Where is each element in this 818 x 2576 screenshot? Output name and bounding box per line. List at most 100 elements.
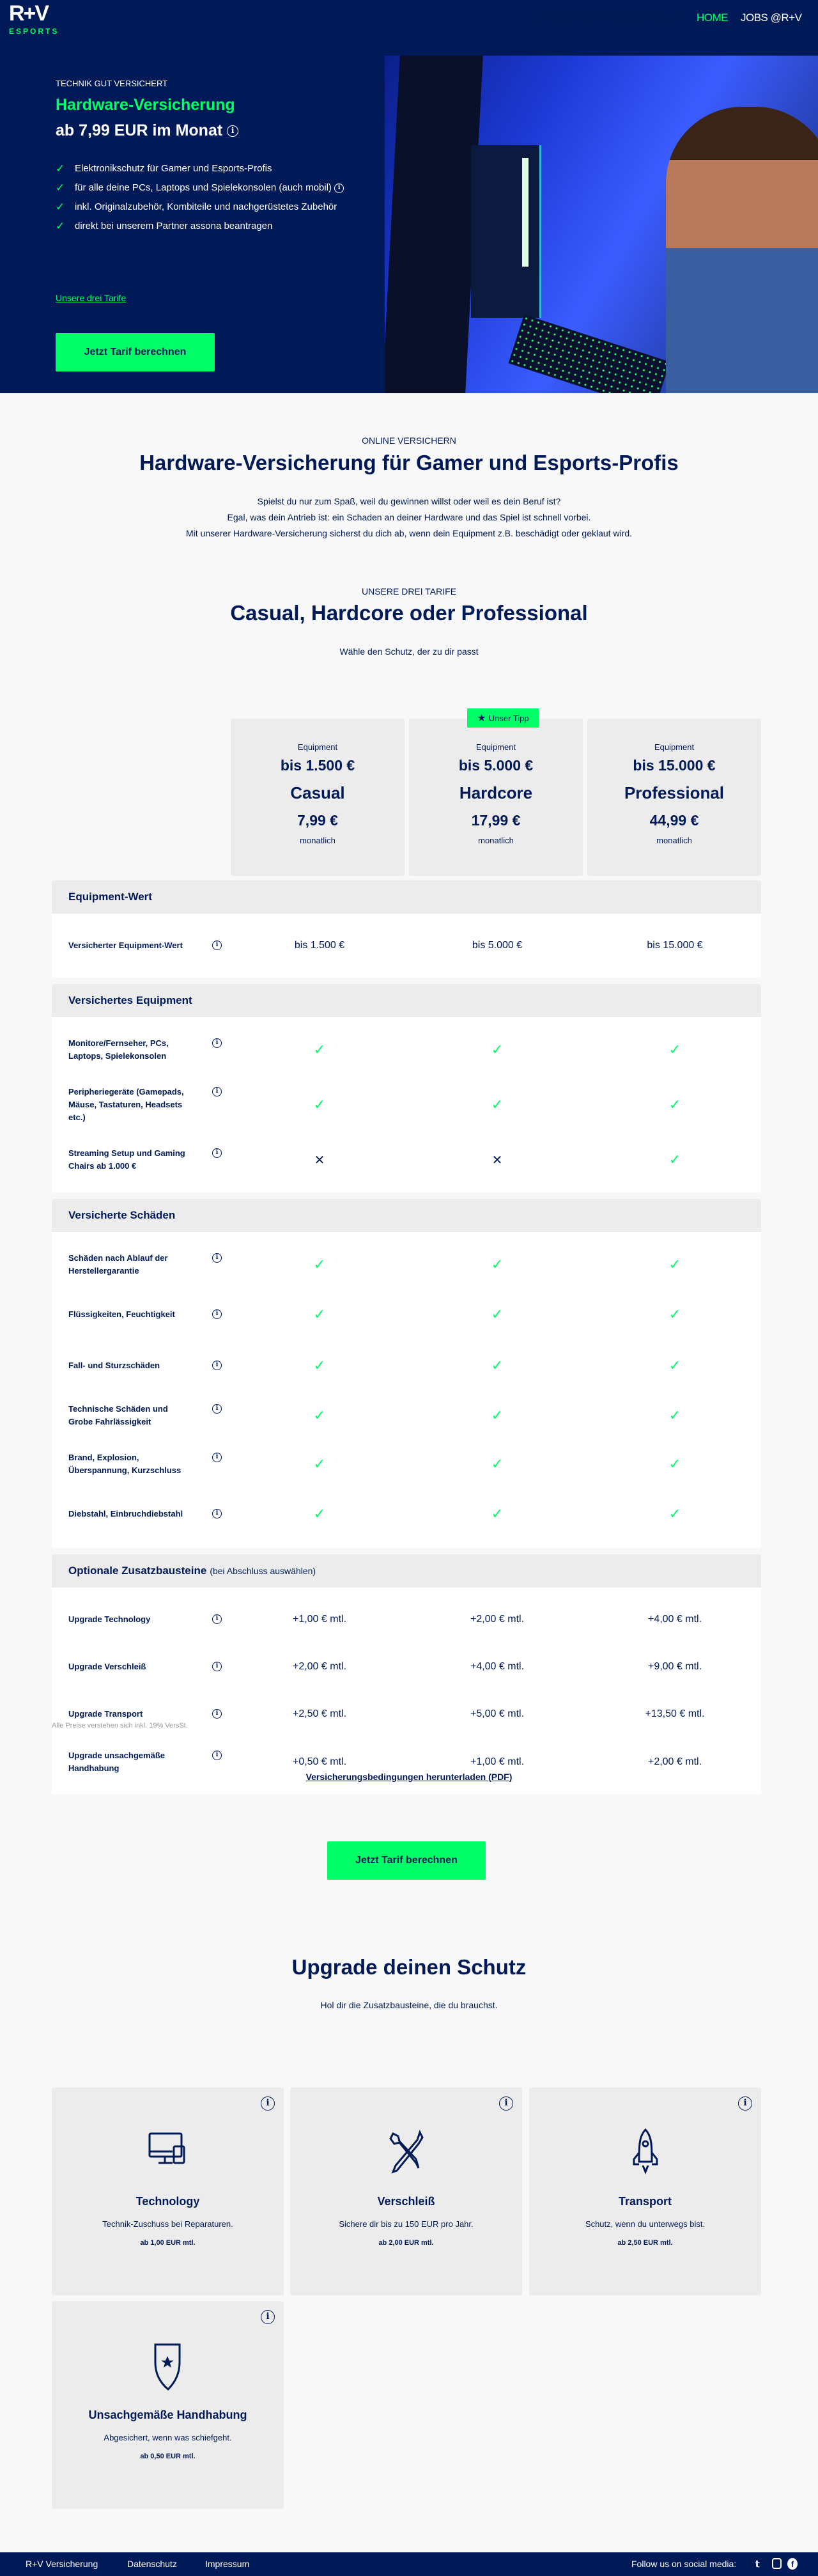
info-icon[interactable]: i (212, 1087, 222, 1097)
nav-jobs[interactable]: JOBS @R+V (741, 12, 802, 24)
table-row: Technische Schäden und Grobe Fahrlässigk… (52, 1391, 761, 1440)
table-row: Streaming Setup und Gaming Chairs ab 1.0… (52, 1136, 761, 1184)
check-icon: ✓ (491, 1097, 504, 1112)
row-label: Schäden nach Ablauf der Herstellergarant… (52, 1252, 231, 1277)
row-label-text: Streaming Setup und Gaming Chairs ab 1.0… (68, 1148, 185, 1171)
bullet-text: Elektronikschutz für Gamer und Esports-P… (75, 163, 272, 174)
hero-bullets: ✓ Elektronikschutz für Gamer und Esports-… (56, 161, 356, 238)
upgrade-card-transport[interactable]: i Transport Schutz, wenn du unterwegs bist… (529, 2088, 761, 2295)
info-icon[interactable]: i (212, 1453, 222, 1462)
upgrade-title: Technology (135, 2195, 200, 2208)
upgrade-price: ab 1,00 EUR mtl. (140, 2239, 196, 2247)
tariff-name: Casual (290, 783, 345, 802)
table-row: Upgrade Transport i +2,50 € mtl. +5,00 € mt… (52, 1690, 761, 1738)
table-row: Fall- und Sturzschäden i ✓ ✓ ✓ (52, 1340, 761, 1391)
upgrade-price: ab 2,50 EUR mtl. (617, 2239, 673, 2247)
pdf-download-link[interactable]: Versicherungsbedingungen herunterladen (… (0, 1772, 818, 1782)
table-group: Optionale Zusatzbausteine (bei Abschluss … (52, 1554, 761, 1795)
check-icon: ✓ (313, 1357, 326, 1373)
nav-hardware-versicherung[interactable]: HARDWARE-VERSICHERUNG (538, 12, 686, 24)
cross-icon: ✕ (314, 1153, 325, 1167)
intro-line: Egal, was dein Antrieb ist: ein Schaden … (227, 512, 591, 522)
check-icon: ✓ (56, 220, 65, 232)
pdf-link-text[interactable]: Versicherungsbedingungen herunterladen (… (305, 1772, 513, 1782)
tariff-period: monatlich (656, 836, 692, 845)
group-subtitle: (bei Abschluss auswählen) (210, 1566, 316, 1576)
row-label: Peripheriegeräte (Gamepads, Mäuse, Tasta… (52, 1086, 231, 1124)
calculate-tariff-button-2[interactable]: Jetzt Tarif berechnen (327, 1841, 486, 1880)
info-icon[interactable]: i (261, 2096, 275, 2111)
row-label-text: Schäden nach Ablauf der Herstellergarant… (68, 1253, 168, 1276)
check-icon: ✓ (668, 1306, 681, 1322)
bullet: ✓ inkl. Originalzubehör, Kombiteile und n… (56, 199, 356, 215)
row-value: +2,50 € mtl. (292, 1708, 347, 1719)
check-icon: ✓ (668, 1256, 681, 1272)
check-icon: ✓ (313, 1097, 326, 1112)
info-icon[interactable]: i (212, 1148, 222, 1158)
nav-home[interactable]: HOME (697, 12, 729, 24)
check-icon: ✓ (491, 1256, 504, 1272)
row-label-text: Upgrade Technology (68, 1614, 151, 1624)
tariff-card-hardcore[interactable]: Equipment bis 5.000 € Hardcore 17,99 € monat… (409, 719, 583, 876)
tariff-label: Equipment (654, 742, 695, 752)
info-icon[interactable]: i (212, 1662, 222, 1671)
info-icon[interactable]: i (212, 1614, 222, 1624)
upgrade-card-verschleiß[interactable]: i Verschleiß Sichere dir bis zu 150 EUR pr… (290, 2088, 522, 2295)
info-icon[interactable]: i (738, 2096, 752, 2111)
upgrade-desc: Technik-Zuschuss bei Reparaturen. (102, 2219, 233, 2229)
table-group: Equipment-Wert Versicherter Equipment-Wer… (52, 880, 761, 978)
info-icon[interactable]: i (212, 1751, 222, 1760)
tariff-limit: bis 15.000 € (633, 757, 716, 774)
tariff-label: Equipment (297, 742, 338, 752)
star-icon: ★ (477, 713, 486, 724)
footer-link-datenschutz[interactable]: Datenschutz (127, 2559, 177, 2569)
row-label: Streaming Setup und Gaming Chairs ab 1.0… (52, 1147, 231, 1173)
info-icon[interactable]: i (212, 941, 222, 950)
info-icon[interactable]: i (227, 125, 239, 137)
info-icon[interactable]: i (499, 2096, 513, 2111)
check-icon: ✓ (313, 1306, 326, 1322)
facebook-icon[interactable]: f (787, 2558, 798, 2570)
info-icon[interactable]: i (212, 1709, 222, 1719)
upgrade-title: Unsachgemäße Handhabung (88, 2408, 247, 2421)
row-value: +2,00 € mtl. (647, 1756, 702, 1767)
info-icon[interactable]: i (212, 1404, 222, 1414)
tariff-period: monatlich (478, 836, 514, 845)
tariff-card-professional[interactable]: Equipment bis 15.000 € Professional 44,99 €… (587, 719, 761, 876)
tariff-card-casual[interactable]: Equipment bis 1.500 € Casual 7,99 € monatlic… (231, 719, 405, 876)
info-icon[interactable]: i (212, 1509, 222, 1518)
badge-text: Unser Tipp (488, 713, 529, 723)
bullet-text: für alle deine PCs, Laptops und Spieleko… (75, 182, 332, 193)
comparison-table: Equipment-Wert Versicherter Equipment-Wer… (52, 880, 761, 1801)
table-group: Versicherte Schäden Schäden nach Ablauf d… (52, 1199, 761, 1548)
row-value: +2,00 € mtl. (292, 1661, 347, 1672)
info-icon[interactable]: i (212, 1253, 222, 1263)
check-icon: ✓ (313, 1256, 326, 1272)
footer-link-impressum[interactable]: Impressum (205, 2559, 250, 2569)
tariff-period: monatlich (300, 836, 336, 845)
group-body: Schäden nach Ablauf der Herstellergarant… (52, 1232, 761, 1548)
upgrade-card-technology[interactable]: i Technology Technik-Zuschuss bei Reparatu… (52, 2088, 284, 2295)
info-icon[interactable]: i (212, 1309, 222, 1319)
twitter-icon[interactable]: 𝕥 (755, 2559, 760, 2569)
tariff-name: Hardcore (459, 783, 533, 802)
tariffs-link[interactable]: Unsere drei Tarife (56, 293, 127, 303)
footer-link-rv[interactable]: R+V Versicherung (26, 2559, 98, 2569)
row-value: +1,00 € mtl. (292, 1614, 347, 1625)
upgrades-subtitle: Hol dir die Zusatzbausteine, die du brau… (320, 2000, 498, 2010)
group-header: Versicherte Schäden (52, 1199, 761, 1232)
logo[interactable]: R+V (9, 1, 49, 26)
info-icon[interactable]: i (334, 183, 344, 193)
instagram-icon[interactable] (772, 2558, 782, 2569)
calculate-tariff-button[interactable]: Jetzt Tarif berechnen (56, 333, 215, 371)
row-label-text: Brand, Explosion, Überspannung, Kurzschl… (68, 1453, 181, 1475)
tariff-price: 17,99 € (471, 812, 521, 829)
info-icon[interactable]: i (261, 2310, 275, 2324)
info-icon[interactable]: i (212, 1038, 222, 1048)
info-icon[interactable]: i (212, 1361, 222, 1370)
check-icon: ✓ (56, 162, 65, 175)
upgrade-card-unsachgemäße-handhabung[interactable]: i Unsachgemäße Handhabung Abgesichert, wen… (52, 2301, 284, 2509)
check-icon: ✓ (668, 1357, 681, 1373)
check-icon: ✓ (668, 1151, 681, 1167)
row-value: +2,00 € mtl. (470, 1614, 525, 1625)
